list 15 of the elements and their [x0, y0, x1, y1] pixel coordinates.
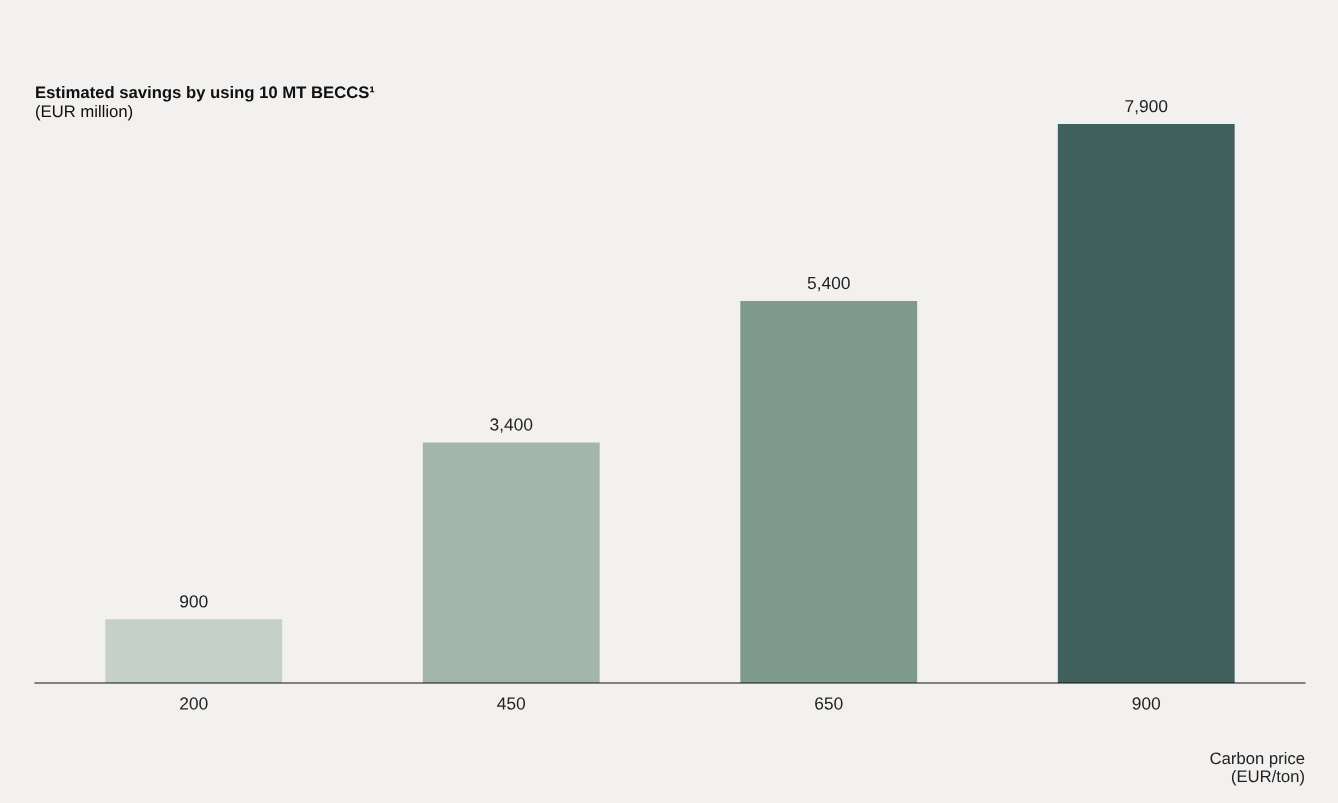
x-tick-label: 200: [180, 697, 208, 710]
bar: [105, 619, 283, 683]
x-axis-title: Carbon price (EUR/ton): [1210, 751, 1305, 786]
bar: [422, 442, 600, 683]
x-tick-label: 900: [1132, 697, 1161, 710]
x-tick-label: 450: [497, 697, 526, 710]
bar: [740, 300, 918, 683]
data-label: 7,900: [1125, 99, 1168, 115]
data-label: 3,400: [490, 418, 533, 433]
data-label: 5,400: [807, 276, 850, 292]
chart-title: Estimated savings by using 10 MT BECCS¹: [36, 85, 375, 102]
chart-subtitle: (EUR million): [36, 104, 133, 121]
bar: [1057, 124, 1235, 683]
data-label: 900: [180, 595, 208, 608]
x-tick-label: 650: [815, 697, 843, 710]
